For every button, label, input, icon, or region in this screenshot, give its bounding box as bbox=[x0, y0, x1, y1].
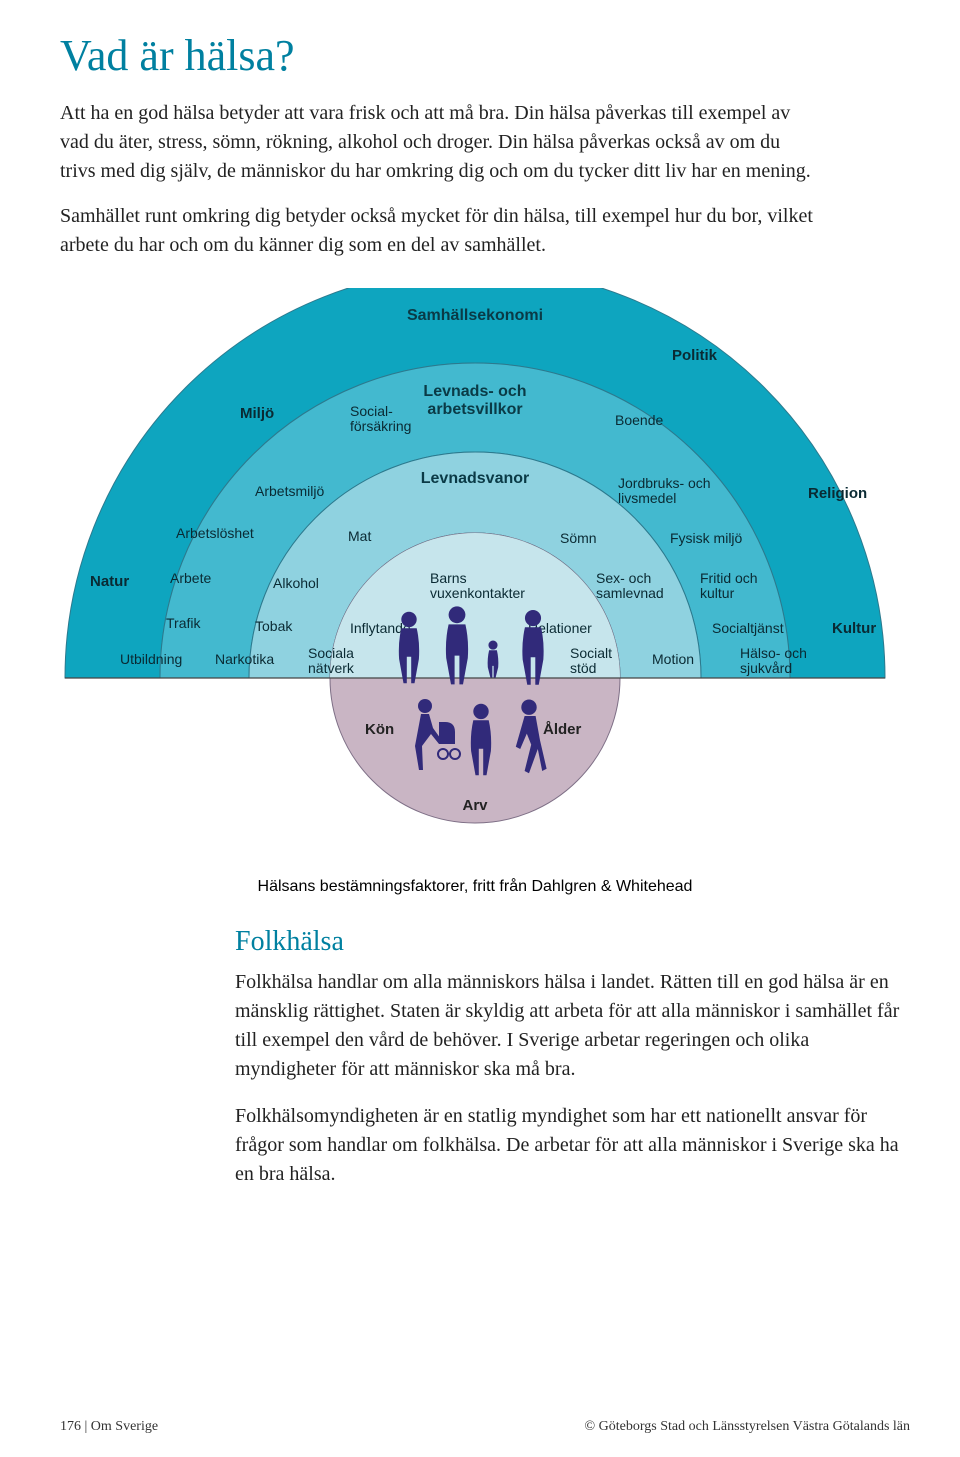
intro-p2: Samhället runt omkring dig betyder också… bbox=[60, 202, 820, 260]
label-inner-0-l2: vuxenkontakter bbox=[430, 585, 525, 601]
label-outer-11: Boende bbox=[615, 412, 663, 428]
label-inner-0: Barns bbox=[430, 570, 467, 586]
folkhalsa-block: Folkhälsa handlar om alla människors häl… bbox=[235, 968, 910, 1189]
label-mid-3: Mat bbox=[348, 528, 371, 544]
label-outer-16-l2: sjukvård bbox=[740, 660, 792, 676]
label-outer-13: Fysisk miljö bbox=[670, 530, 743, 546]
page-title: Vad är hälsa? bbox=[60, 30, 910, 81]
label-mid-1: Tobak bbox=[255, 618, 293, 634]
label-outer-15: Socialtjänst bbox=[712, 620, 784, 636]
label-outer-2: Natur bbox=[90, 573, 129, 590]
arc-title-0: Samhällsekonomi bbox=[407, 307, 543, 324]
label-inner-4-l2: stöd bbox=[570, 660, 596, 676]
footer-right: © Göteborgs Stad och Länsstyrelsen Västr… bbox=[585, 1419, 910, 1435]
label-outer-5: Utbildning bbox=[120, 651, 182, 667]
label-inner-4: Socialt bbox=[570, 645, 612, 661]
label-arv: Arv bbox=[462, 797, 488, 814]
label-outer-6: Trafik bbox=[166, 615, 201, 631]
health-determinants-diagram: Samhällsekonomi Levnads- ocharbetsvillkor… bbox=[60, 288, 890, 868]
page-footer: 176 | Om Sverige © Göteborgs Stad och Lä… bbox=[60, 1419, 910, 1435]
label-outer-4: Kultur bbox=[832, 620, 876, 637]
label-mid-2: Narkotika bbox=[215, 651, 274, 667]
label-outer-9: Arbetsmiljö bbox=[255, 483, 324, 499]
label-outer-7: Arbete bbox=[170, 570, 211, 586]
label-outer-8: Arbetslöshet bbox=[176, 525, 254, 541]
arc-title-1-l2: arbetsvillkor bbox=[427, 401, 522, 418]
label-outer-14-l2: kultur bbox=[700, 585, 735, 601]
label-outer-3: Religion bbox=[808, 485, 867, 502]
folkhalsa-p2: Folkhälsomyndigheten är en statlig myndi… bbox=[235, 1102, 910, 1189]
label-outer-1: Politik bbox=[672, 347, 718, 364]
label-mid-5-l2: samlevnad bbox=[596, 585, 664, 601]
footer-left: 176 | Om Sverige bbox=[60, 1419, 158, 1435]
label-mid-4: Sömn bbox=[560, 530, 597, 546]
label-mid-0: Alkohol bbox=[273, 575, 319, 591]
label-outer-14: Fritid och bbox=[700, 570, 758, 586]
label-outer-0: Miljö bbox=[240, 405, 274, 422]
label-alder: Ålder bbox=[543, 721, 582, 738]
label-inner-3-l2: nätverk bbox=[308, 660, 355, 676]
intro-p1: Att ha en god hälsa betyder att vara fri… bbox=[60, 99, 820, 186]
label-inner-3: Sociala bbox=[308, 645, 354, 661]
folkhalsa-p1: Folkhälsa handlar om alla människors häl… bbox=[235, 968, 910, 1084]
arc-title-1: Levnads- och bbox=[423, 383, 526, 400]
label-outer-17: Motion bbox=[652, 651, 694, 667]
label-outer-16: Hälso- och bbox=[740, 645, 807, 661]
diagram-svg: Samhällsekonomi Levnads- ocharbetsvillkor… bbox=[60, 288, 890, 868]
label-kon: Kön bbox=[365, 721, 394, 738]
folkhalsa-heading: Folkhälsa bbox=[235, 926, 910, 958]
label-outer-10-l2: försäkring bbox=[350, 418, 411, 434]
label-outer-12-l2: livsmedel bbox=[618, 490, 676, 506]
label-outer-10: Social- bbox=[350, 403, 393, 419]
diagram-caption: Hälsans bestämningsfaktorer, fritt från … bbox=[60, 878, 890, 896]
intro-block: Att ha en god hälsa betyder att vara fri… bbox=[60, 99, 820, 260]
arc-title-2: Levnadsvanor bbox=[421, 470, 529, 487]
label-mid-5: Sex- och bbox=[596, 570, 651, 586]
label-outer-12: Jordbruks- och bbox=[618, 475, 711, 491]
